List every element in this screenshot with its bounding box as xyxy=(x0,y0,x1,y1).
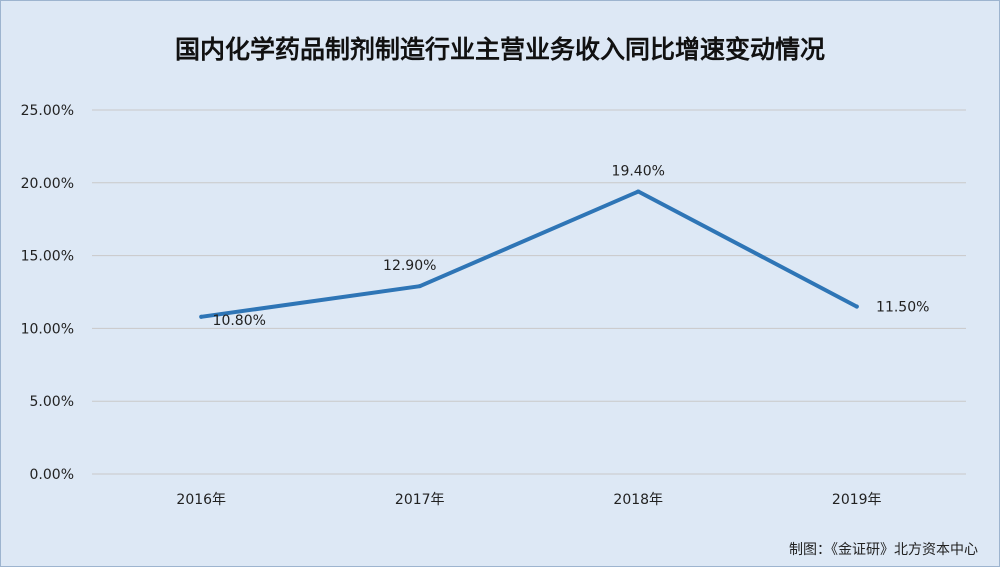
y-tick-label: 5.00% xyxy=(30,394,74,410)
x-tick-label: 2018年 xyxy=(613,492,663,508)
y-tick-label: 0.00% xyxy=(30,467,74,483)
data-point xyxy=(417,284,422,289)
data-labels: 10.80% 12.90% 19.40% 11.50% xyxy=(213,164,930,329)
y-tick-label: 15.00% xyxy=(21,249,74,265)
data-label: 11.50% xyxy=(876,300,929,316)
x-tick-label: 2019年 xyxy=(832,492,882,508)
data-label: 12.90% xyxy=(383,258,436,274)
x-tick-label: 2016年 xyxy=(176,492,226,508)
data-label: 10.80% xyxy=(213,313,266,329)
data-point xyxy=(199,314,204,319)
y-tick-label: 10.00% xyxy=(21,321,74,337)
y-tick-label: 25.00% xyxy=(21,103,74,119)
grid-lines xyxy=(92,109,966,475)
x-tick-label: 2017年 xyxy=(395,492,445,508)
source-note: 制图：《金证研》北方资本中心 xyxy=(789,542,978,558)
x-axis-ticks: 2016年 2017年 2018年 2019年 xyxy=(176,492,881,508)
data-points xyxy=(199,189,859,319)
chart-title: 国内化学药品制剂制造行业主营业务收入同比增速变动情况 xyxy=(174,35,825,64)
y-axis-ticks: 0.00% 5.00% 10.00% 15.00% 20.00% 25.00% xyxy=(21,103,74,483)
data-point xyxy=(636,189,641,194)
series-line xyxy=(199,189,859,319)
data-point xyxy=(854,304,859,309)
y-tick-label: 20.00% xyxy=(21,176,74,192)
data-label: 19.40% xyxy=(612,164,665,180)
